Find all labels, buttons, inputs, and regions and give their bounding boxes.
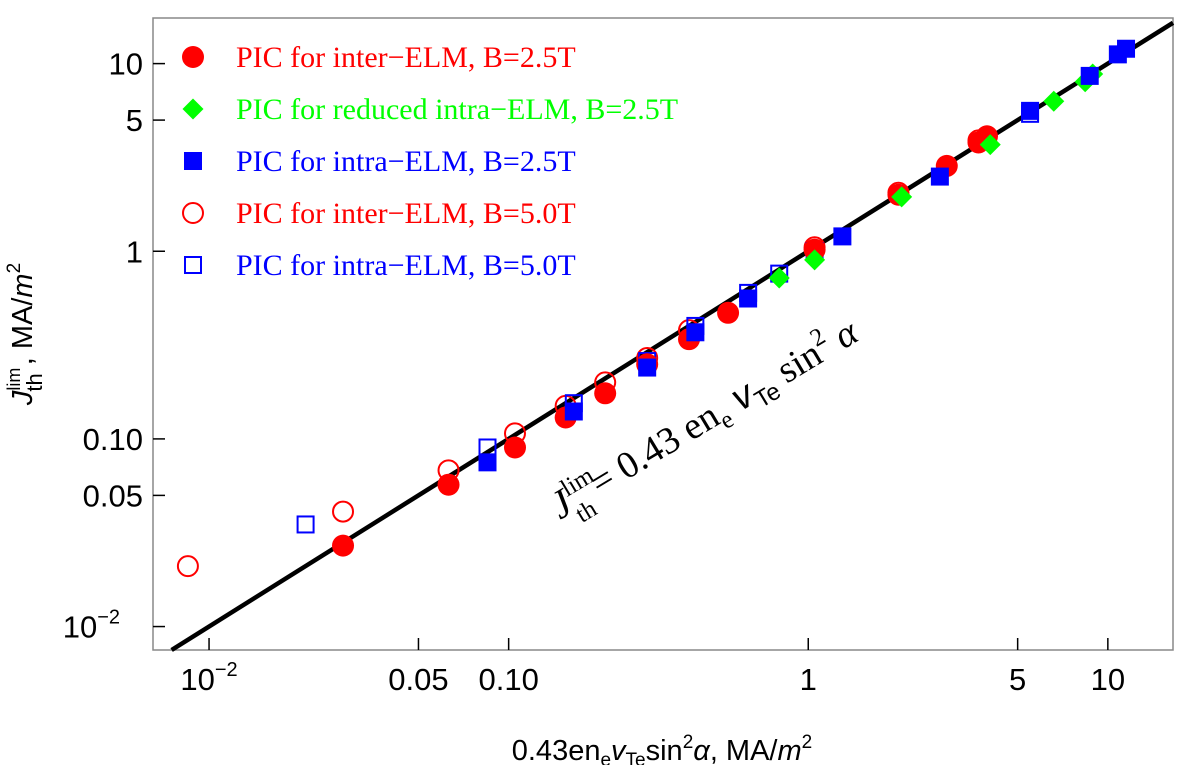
data-points: [176, 39, 1136, 578]
data-point: [930, 167, 949, 186]
x-tick-label: 10: [1091, 662, 1125, 697]
data-point: [717, 301, 740, 324]
data-point: [979, 134, 1001, 156]
axis-ticks: 10−2 0.05 0.10 1 5 10 10−2 0.05 0.10 1 5 10: [63, 47, 1125, 697]
legend-label: PIC for intra−ELM, B=5.0T: [236, 249, 576, 282]
y-tick-label: 0.10: [83, 422, 143, 457]
data-point: [176, 555, 199, 578]
data-point: [1021, 101, 1040, 120]
legend-marker: [182, 46, 204, 68]
series-2: [478, 39, 1136, 472]
data-point: [1117, 39, 1136, 58]
data-point: [833, 227, 852, 246]
legend-label: PIC for intra−ELM, B=2.5T: [236, 145, 576, 178]
data-point: [594, 382, 617, 405]
x-tick-label: 0.05: [388, 662, 448, 697]
y-tick-label: 1: [126, 234, 143, 269]
y-tick-label: 10: [109, 47, 143, 82]
data-point: [638, 358, 657, 377]
legend: PIC for inter−ELM, B=2.5T PIC for reduced…: [182, 41, 678, 282]
y-tick-label: 10−2: [63, 607, 120, 645]
x-tick-label: 0.10: [478, 662, 538, 697]
y-tick-label: 5: [126, 103, 143, 138]
legend-label: PIC for inter−ELM, B=5.0T: [236, 197, 576, 230]
data-point: [478, 453, 497, 472]
data-point: [1080, 66, 1099, 85]
data-point: [503, 436, 526, 459]
x-axis-label: 0.43enevTesin2α, MA/m2: [512, 732, 812, 765]
data-point: [768, 267, 790, 289]
plot-frame: [152, 17, 1174, 651]
data-point: [296, 515, 315, 534]
data-point: [437, 473, 460, 496]
x-tick-label: 5: [1009, 662, 1026, 697]
data-point: [332, 534, 355, 557]
data-point: [739, 289, 758, 308]
data-point: [804, 249, 826, 271]
x-tick-label: 10−2: [180, 659, 237, 697]
data-point: [686, 323, 705, 342]
y-axis-label: Jlimth , MA/m2: [4, 263, 47, 406]
legend-marker: [184, 152, 202, 170]
data-point: [891, 186, 913, 208]
legend-label: PIC for inter−ELM, B=2.5T: [236, 41, 576, 74]
x-tick-label: 1: [800, 662, 817, 697]
legend-marker: [182, 202, 204, 224]
y-tick-label: 0.05: [83, 478, 143, 513]
data-point: [1043, 90, 1065, 112]
data-point: [332, 500, 355, 523]
legend-marker: [184, 256, 202, 274]
legend-marker: [182, 98, 204, 120]
fit-line-label: Jlimth = 0.43 ene vTe sin2 α: [541, 307, 872, 537]
legend-label: PIC for reduced intra−ELM, B=2.5T: [236, 93, 678, 126]
data-point: [564, 402, 583, 421]
